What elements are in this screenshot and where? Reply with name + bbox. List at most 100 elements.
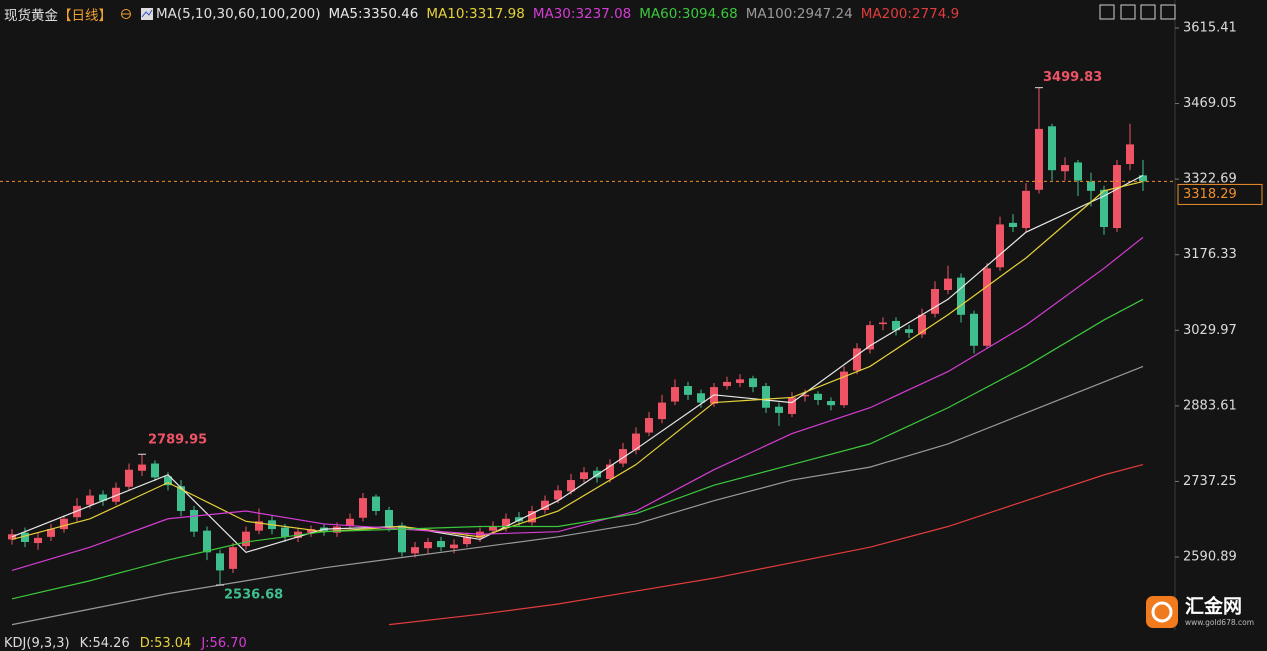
footer-text: J:56.70 <box>201 636 247 651</box>
ma-line <box>11 174 1144 554</box>
candle-body <box>1035 128 1043 190</box>
y-tick-label: 3176.33 <box>1183 247 1237 262</box>
annotation: 3499.83 <box>1043 70 1102 85</box>
candle-body <box>749 378 757 388</box>
candle-body <box>398 525 406 553</box>
candle-body <box>502 518 510 528</box>
current-price-box <box>1177 183 1263 205</box>
candle-body <box>190 509 198 532</box>
candle-body <box>515 517 523 522</box>
toolbar[interactable] <box>1099 4 1176 20</box>
candle-body <box>1022 190 1030 229</box>
candle-body <box>242 531 250 547</box>
indicator-icon[interactable] <box>140 7 154 21</box>
candle-body <box>697 393 705 403</box>
candle-body <box>1009 222 1017 228</box>
candle-body <box>1087 181 1095 191</box>
legend-entry: MA200:2774.9 <box>860 6 960 22</box>
legend-entry: MA100:2947.24 <box>745 6 853 22</box>
candle-body <box>528 511 536 523</box>
candle-body <box>723 381 731 387</box>
candle-body <box>437 540 445 548</box>
candle-body <box>411 547 419 554</box>
candle-body <box>788 397 796 414</box>
candle-body <box>255 521 263 531</box>
watermark-name: 汇金网 <box>1185 595 1242 618</box>
logo-icon <box>1151 601 1173 623</box>
candle-body <box>658 402 666 420</box>
candle-body <box>671 387 679 402</box>
candle-body <box>541 500 549 510</box>
candle-body <box>645 418 653 433</box>
indicator: MA(5,10,30,60,100,200) <box>156 6 321 22</box>
watermark-url: www.gold678.com <box>1185 618 1254 627</box>
footer-text: D:53.04 <box>139 636 192 651</box>
candle-body <box>996 224 1004 268</box>
candle-body <box>554 490 562 500</box>
y-tick-label: 3469.05 <box>1183 96 1237 111</box>
header: 现货黄金 【日线】 MA(5,10,30,60,100,200) MA5:335… <box>4 4 959 24</box>
candle-body <box>151 463 159 478</box>
candle-body <box>944 278 952 291</box>
current-price-label: 3318.29 <box>1183 187 1237 202</box>
candle-body <box>684 386 692 395</box>
ma-line <box>11 180 1144 541</box>
candle-body <box>762 386 770 408</box>
candle-body <box>606 464 614 480</box>
candle-body <box>1100 189 1108 228</box>
candle-body <box>307 529 315 533</box>
ma-line <box>11 298 1144 600</box>
logo-box <box>1146 596 1178 628</box>
candle-body <box>619 449 627 464</box>
candle-body <box>1048 126 1056 171</box>
candle-body <box>1126 144 1134 165</box>
tool-split[interactable] <box>1120 4 1136 20</box>
candle-body <box>112 487 120 502</box>
tool-zoom[interactable] <box>1099 4 1115 20</box>
tool-play[interactable] <box>1140 4 1156 20</box>
footer: KDJ(9,3,3) K:54.26 D:53.04 J:56.70 <box>4 636 247 651</box>
ma-line <box>388 463 1144 626</box>
candle-body <box>385 509 393 527</box>
add-icon[interactable] <box>120 8 132 20</box>
candle-body <box>281 527 289 537</box>
candle-body <box>840 371 848 406</box>
annotation: 2789.95 <box>148 433 207 448</box>
candle-body <box>1074 162 1082 181</box>
candle-body <box>164 476 172 486</box>
candle-body <box>60 518 68 530</box>
candle-body <box>801 394 809 397</box>
candle-body <box>229 547 237 569</box>
candle-body <box>47 529 55 537</box>
candle-body <box>216 553 224 571</box>
candle-body <box>359 498 367 518</box>
y-tick-label: 2883.61 <box>1183 398 1237 413</box>
candles <box>8 87 1147 586</box>
candle-body <box>593 470 601 478</box>
period[interactable]: 【日线】 <box>58 8 112 24</box>
candle-body <box>892 320 900 331</box>
candle-body <box>424 542 432 549</box>
candle-body <box>853 348 861 371</box>
y-tick-label: 2737.25 <box>1183 474 1237 489</box>
ma-line <box>11 236 1144 571</box>
legend-entry: MA60:3094.68 <box>639 6 738 22</box>
candle-body <box>372 496 380 512</box>
candle-body <box>983 268 991 346</box>
candle-body <box>99 494 107 501</box>
candle-body <box>632 433 640 451</box>
candle-body <box>1113 165 1121 229</box>
candle-body <box>905 329 913 333</box>
candle-body <box>177 486 185 512</box>
candle-body <box>866 325 874 350</box>
annotation: 2536.68 <box>224 588 283 603</box>
candle-body <box>21 532 29 543</box>
y-tick-label: 3322.69 <box>1183 172 1237 187</box>
footer-text: KDJ(9,3,3) <box>4 636 70 651</box>
candle-body <box>567 480 575 492</box>
candle-body <box>775 406 783 413</box>
tool-layout[interactable] <box>1160 4 1176 20</box>
candle-body <box>970 313 978 346</box>
candle-body <box>463 536 471 545</box>
